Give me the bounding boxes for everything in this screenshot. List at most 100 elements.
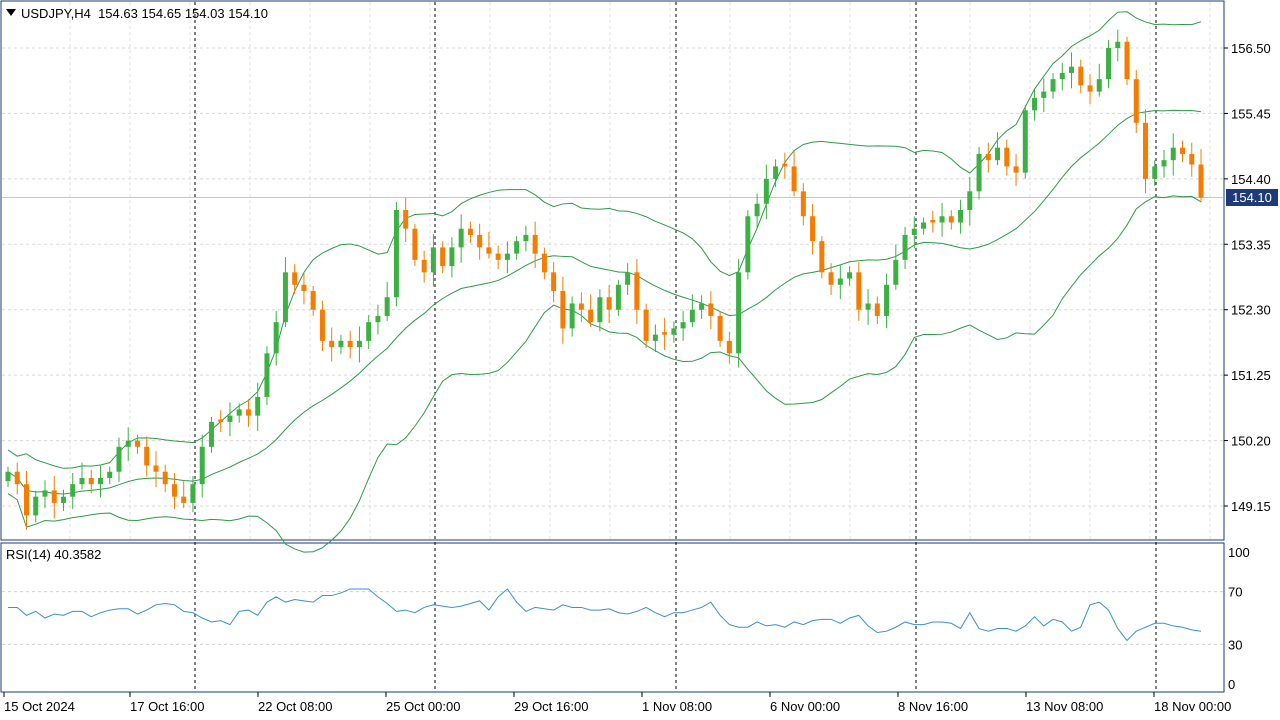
candle-body bbox=[319, 309, 325, 341]
chart-header: USDJPY,H4 154.63 154.65 154.03 154.10 bbox=[6, 6, 268, 21]
price-grid bbox=[2, 47, 1223, 507]
candle-body bbox=[652, 334, 658, 341]
candle-body bbox=[190, 484, 196, 503]
time-axis: 15 Oct 2024 17 Oct 16:00 22 Oct 08:00 25 Oc… bbox=[3, 692, 1231, 714]
main-chart-frame bbox=[0, 0, 1225, 541]
candle-body bbox=[421, 259, 427, 273]
candle-body bbox=[1106, 48, 1112, 80]
price-axis-label: 155.45 bbox=[1231, 106, 1271, 121]
candle-body bbox=[773, 166, 779, 179]
candle-body bbox=[1115, 41, 1121, 48]
candle-body bbox=[1078, 66, 1084, 86]
candle-body bbox=[430, 247, 436, 273]
candle-body bbox=[1041, 91, 1047, 98]
candle-body bbox=[902, 234, 908, 260]
candle-body bbox=[412, 228, 418, 260]
candle-body bbox=[1087, 85, 1093, 92]
candle-body bbox=[1180, 147, 1186, 154]
candle-body bbox=[884, 284, 890, 316]
candle-body bbox=[1032, 97, 1038, 111]
candle-body bbox=[1143, 122, 1149, 179]
candle-body bbox=[171, 484, 177, 497]
dropdown-triangle-icon[interactable] bbox=[6, 9, 16, 16]
candle-body bbox=[403, 210, 409, 229]
candle-body bbox=[347, 340, 353, 348]
candle-body bbox=[708, 303, 714, 316]
candle-body bbox=[606, 297, 612, 310]
candle-body bbox=[514, 241, 520, 254]
rsi-line bbox=[8, 588, 1202, 642]
candle-body bbox=[560, 291, 566, 329]
candle-body bbox=[33, 496, 39, 516]
candle-body bbox=[930, 219, 936, 223]
candle-body bbox=[763, 178, 769, 204]
candle-body bbox=[218, 419, 224, 422]
candle-body bbox=[865, 303, 871, 310]
bollinger-lower-band bbox=[7, 195, 1202, 553]
candle-body bbox=[1124, 41, 1130, 80]
symbol-label: USDJPY,H4 bbox=[21, 6, 91, 21]
candle-body bbox=[181, 496, 187, 503]
candle-body bbox=[107, 471, 113, 478]
candle-body bbox=[810, 216, 816, 242]
time-axis-label: 29 Oct 16:00 bbox=[514, 699, 588, 714]
candle-body bbox=[717, 315, 723, 341]
candle-body bbox=[153, 465, 159, 472]
candle-body bbox=[199, 446, 205, 485]
rsi-axis-label: 100 bbox=[1228, 545, 1250, 560]
candle-body bbox=[1022, 110, 1028, 173]
candle-body bbox=[662, 332, 668, 335]
candle-body bbox=[264, 353, 270, 397]
candle-body bbox=[42, 490, 48, 497]
candle-body bbox=[782, 163, 788, 167]
candle-body bbox=[847, 272, 853, 279]
candle-body bbox=[985, 153, 991, 161]
candle-body bbox=[467, 228, 473, 235]
candle-body bbox=[366, 322, 372, 341]
candle-body bbox=[597, 297, 603, 323]
candle-body bbox=[615, 284, 621, 310]
candle-body bbox=[837, 278, 843, 285]
candle-body bbox=[680, 322, 686, 329]
candle-body bbox=[14, 471, 20, 485]
candle-body bbox=[227, 415, 233, 422]
candle-body bbox=[273, 322, 279, 354]
candle-body bbox=[144, 446, 150, 466]
candle-body bbox=[292, 272, 298, 285]
candle-body bbox=[5, 471, 11, 482]
time-axis-label: 8 Nov 16:00 bbox=[898, 699, 968, 714]
candle-body bbox=[699, 303, 705, 310]
candle-body bbox=[384, 297, 390, 316]
rsi-axis-label: 0 bbox=[1228, 677, 1235, 692]
candle-body bbox=[541, 253, 547, 273]
time-axis-label: 25 Oct 00:00 bbox=[386, 699, 460, 714]
candle-body bbox=[736, 272, 742, 354]
candle-body bbox=[523, 234, 529, 242]
candle-body bbox=[79, 477, 85, 485]
candle-body bbox=[70, 484, 76, 497]
price-axis-label: 151.25 bbox=[1231, 368, 1271, 383]
candle-body bbox=[874, 303, 880, 316]
candle-body bbox=[578, 303, 584, 310]
period-separators bbox=[2, 2, 1223, 692]
candle-body bbox=[948, 216, 954, 223]
candle-body bbox=[134, 440, 140, 447]
candle-body bbox=[88, 477, 94, 485]
candle-body bbox=[23, 484, 29, 516]
candle-body bbox=[1133, 79, 1139, 123]
candle-body bbox=[921, 222, 927, 229]
candle-body bbox=[1013, 166, 1019, 173]
candle-body bbox=[1050, 79, 1056, 92]
candle-body bbox=[819, 241, 825, 273]
rsi-axis: 100 70 30 0 bbox=[1228, 545, 1250, 692]
rsi-title: RSI(14) 40.3582 bbox=[6, 547, 102, 562]
time-axis-label: 13 Nov 08:00 bbox=[1026, 699, 1103, 714]
candle-body bbox=[1069, 66, 1075, 73]
candle-body bbox=[393, 210, 399, 298]
candle-body bbox=[1189, 153, 1195, 165]
rsi-axis-label: 70 bbox=[1228, 585, 1242, 600]
candle-body bbox=[588, 309, 594, 323]
candle-body bbox=[689, 309, 695, 323]
time-axis-label: 15 Oct 2024 bbox=[4, 699, 75, 714]
candle-body bbox=[301, 284, 307, 292]
